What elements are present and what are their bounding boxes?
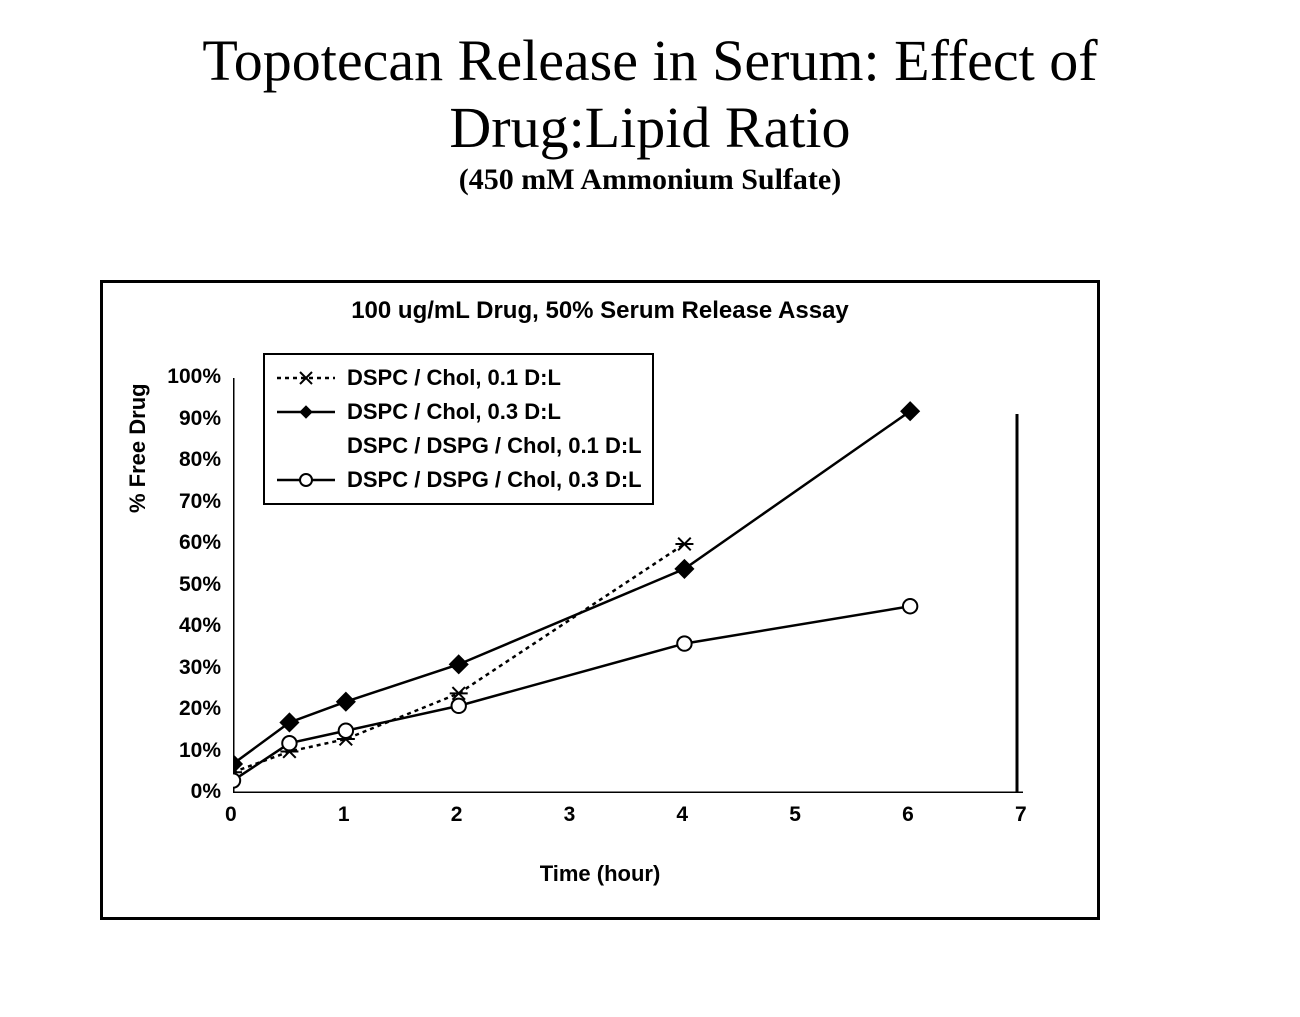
x-tick-label: 7: [1015, 803, 1027, 827]
y-axis-label: % Free Drug: [125, 383, 151, 513]
page: Topotecan Release in Serum: Effect of Dr…: [0, 0, 1300, 1017]
chart-frame: 100 ug/mL Drug, 50% Serum Release Assay …: [100, 280, 1100, 920]
x-tick-label: 1: [338, 803, 350, 827]
page-title-line2: Drug:Lipid Ratio: [0, 95, 1300, 162]
legend-label: DSPC / Chol, 0.3 D:L: [347, 399, 561, 425]
y-tick-label: 50%: [161, 573, 221, 597]
legend-item: DSPC / DSPG / Chol, 0.3 D:L: [275, 463, 642, 497]
legend-box: DSPC / Chol, 0.1 D:L DSPC / Chol, 0.3 D:L…: [263, 353, 654, 505]
legend-swatch: [275, 400, 337, 424]
x-tick-label: 3: [564, 803, 576, 827]
page-subtitle: (450 mM Ammonium Sulfate): [0, 163, 1300, 197]
legend-swatch: [275, 434, 337, 458]
x-tick-label: 6: [902, 803, 914, 827]
y-tick-label: 70%: [161, 490, 221, 514]
legend-item: DSPC / Chol, 0.1 D:L: [275, 361, 642, 395]
title-block: Topotecan Release in Serum: Effect of Dr…: [0, 0, 1300, 197]
y-tick-label: 90%: [161, 407, 221, 431]
y-tick-label: 0%: [161, 780, 221, 804]
x-tick-label: 5: [789, 803, 801, 827]
legend-item: DSPC / DSPG / Chol, 0.1 D:L: [275, 429, 642, 463]
y-tick-label: 40%: [161, 614, 221, 638]
y-tick-label: 30%: [161, 656, 221, 680]
legend-label: DSPC / DSPG / Chol, 0.3 D:L: [347, 467, 642, 493]
y-tick-label: 60%: [161, 531, 221, 555]
chart-title: 100 ug/mL Drug, 50% Serum Release Assay: [103, 297, 1097, 325]
legend-swatch: [275, 366, 337, 390]
y-tick-label: 20%: [161, 697, 221, 721]
x-tick-label: 0: [225, 803, 237, 827]
y-tick-label: 80%: [161, 448, 221, 472]
legend-item: DSPC / Chol, 0.3 D:L: [275, 395, 642, 429]
legend-label: DSPC / DSPG / Chol, 0.1 D:L: [347, 433, 642, 459]
page-title-line1: Topotecan Release in Serum: Effect of: [0, 28, 1300, 95]
x-tick-label: 2: [451, 803, 463, 827]
x-tick-label: 4: [676, 803, 688, 827]
x-axis-label: Time (hour): [103, 861, 1097, 887]
y-tick-label: 10%: [161, 739, 221, 763]
y-tick-label: 100%: [161, 365, 221, 389]
legend-label: DSPC / Chol, 0.1 D:L: [347, 365, 561, 391]
legend-swatch: [275, 468, 337, 492]
